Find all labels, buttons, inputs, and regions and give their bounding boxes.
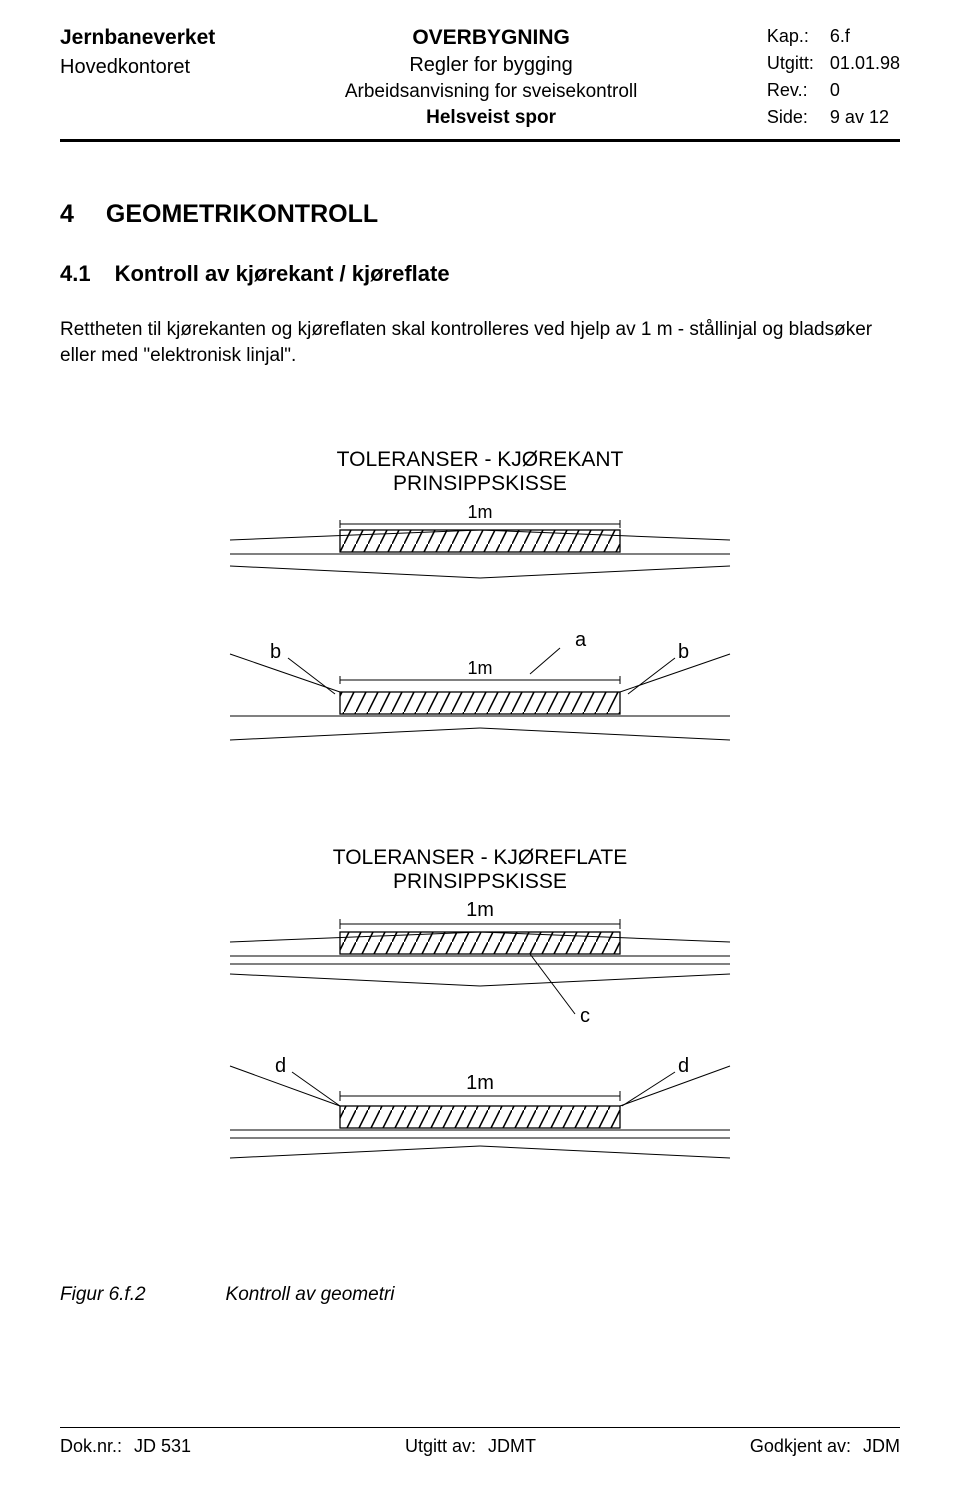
kap-label: Kap.: xyxy=(767,26,814,47)
dok-value: JD 531 xyxy=(134,1436,191,1457)
label-a: a xyxy=(575,629,587,651)
diagrams-container: TOLERANSER - KJØREKANT PRINSIPPSKISSE 1m xyxy=(60,448,900,1264)
diagram2-title1: TOLERANSER - KJØREFLATE xyxy=(200,846,760,870)
diagram-kjorekant: TOLERANSER - KJØREKANT PRINSIPPSKISSE 1m xyxy=(200,448,760,746)
godkjent-value: JDM xyxy=(863,1436,900,1457)
side-value: 9 av 12 xyxy=(830,107,900,128)
footer-utgitt-value: JDMT xyxy=(488,1436,536,1457)
diagram2-svg: 1m c d d 1m xyxy=(200,894,760,1164)
doc-subtitle-1: Regler for bygging xyxy=(215,54,767,77)
side-label: Side: xyxy=(767,107,814,128)
header-left: Jernbaneverket Hovedkontoret xyxy=(60,26,215,129)
diagram2-title2: PRINSIPPSKISSE xyxy=(200,870,760,894)
diagram1-svg: 1m a b b xyxy=(200,496,760,746)
kap-value: 6.f xyxy=(830,26,900,47)
figure-number: Figur 6.f.2 xyxy=(60,1284,146,1306)
rev-value: 0 xyxy=(830,80,900,101)
body-paragraph: Rettheten til kjørekanten og kjøreflaten… xyxy=(60,317,900,368)
figure-text: Kontroll av geometri xyxy=(226,1284,395,1306)
diagram1-title2: PRINSIPPSKISSE xyxy=(200,472,760,496)
utgitt-label: Utgitt: xyxy=(767,53,814,74)
rev-label: Rev.: xyxy=(767,80,814,101)
label-b-right: b xyxy=(678,641,689,663)
section-heading: 4 GEOMETRIKONTROLL xyxy=(60,200,900,229)
dim1-top: 1m xyxy=(467,502,492,522)
document-header: Jernbaneverket Hovedkontoret OVERBYGNING… xyxy=(60,26,900,137)
header-meta: Kap.: Utgitt: Rev.: Side: 6.f 01.01.98 0… xyxy=(767,26,900,129)
dim2-top: 1m xyxy=(466,899,494,921)
godkjent-label: Godkjent av: xyxy=(750,1436,851,1457)
subsection-number: 4.1 xyxy=(60,261,91,287)
figure-caption: Figur 6.f.2 Kontroll av geometri xyxy=(60,1284,900,1306)
dim2-bot: 1m xyxy=(466,1072,494,1094)
subsection-title: Kontroll av kjørekant / kjøreflate xyxy=(115,261,450,287)
doc-subtitle-2: Arbeidsanvisning for sveisekontroll xyxy=(215,81,767,103)
header-center: OVERBYGNING Regler for bygging Arbeidsan… xyxy=(215,26,767,129)
diagram-kjoreflate: TOLERANSER - KJØREFLATE PRINSIPPSKISSE 1… xyxy=(200,846,760,1164)
header-rule-thick xyxy=(60,140,900,142)
section-title: GEOMETRIKONTROLL xyxy=(106,200,378,229)
sub-organization: Hovedkontoret xyxy=(60,56,215,79)
organization: Jernbaneverket xyxy=(60,26,215,50)
diagram1-title1: TOLERANSER - KJØREKANT xyxy=(200,448,760,472)
label-b-left: b xyxy=(270,641,281,663)
label-d-right: d xyxy=(678,1055,689,1077)
dim1-bot: 1m xyxy=(467,658,492,678)
doc-title-main: OVERBYGNING xyxy=(215,26,767,50)
label-d-left: d xyxy=(275,1055,286,1077)
document-footer: Dok.nr.: JD 531 Utgitt av: JDMT Godkjent… xyxy=(60,1427,900,1457)
utgitt-value: 01.01.98 xyxy=(830,53,900,74)
doc-subtitle-3: Helsveist spor xyxy=(215,107,767,129)
dok-label: Dok.nr.: xyxy=(60,1436,122,1457)
footer-rule xyxy=(60,1427,900,1428)
section-number: 4 xyxy=(60,200,74,229)
footer-utgitt-label: Utgitt av: xyxy=(405,1436,476,1457)
subsection-heading: 4.1 Kontroll av kjørekant / kjøreflate xyxy=(60,261,900,287)
label-c: c xyxy=(580,1005,590,1027)
